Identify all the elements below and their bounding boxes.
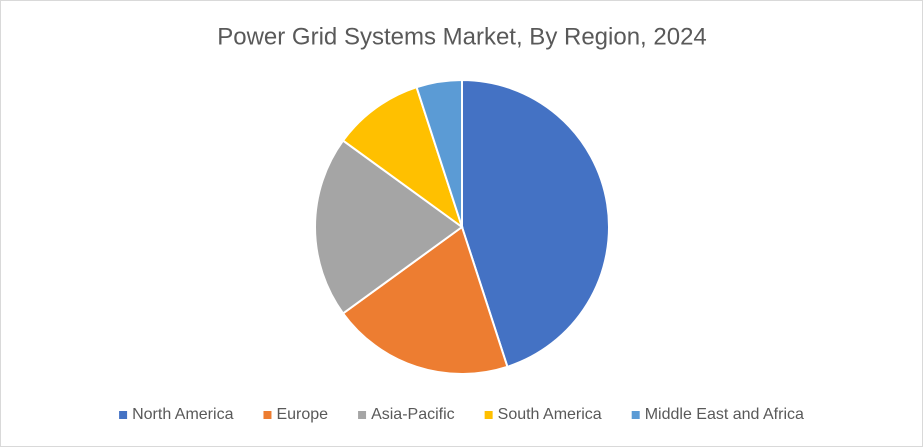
chart-title: Power Grid Systems Market, By Region, 20… <box>217 23 707 50</box>
legend-marker <box>263 411 272 419</box>
legend: North America Europe Asia-Pacific South Ame… <box>119 406 804 423</box>
legend-marker <box>484 411 493 419</box>
legend-label: Middle East and Africa <box>645 406 804 423</box>
pie-slice <box>415 78 463 228</box>
legend-label: Asia-Pacific <box>371 406 455 423</box>
legend-marker <box>119 411 128 419</box>
pie-slice <box>341 225 509 375</box>
pie-slice <box>314 139 464 315</box>
pie-slice <box>341 85 464 230</box>
legend-marker <box>358 411 367 419</box>
legend-label: Europe <box>276 406 328 423</box>
legend-label: South America <box>498 406 602 423</box>
pie-slice <box>461 78 610 369</box>
legend-label: North America <box>132 406 233 423</box>
legend-marker <box>631 411 640 419</box>
